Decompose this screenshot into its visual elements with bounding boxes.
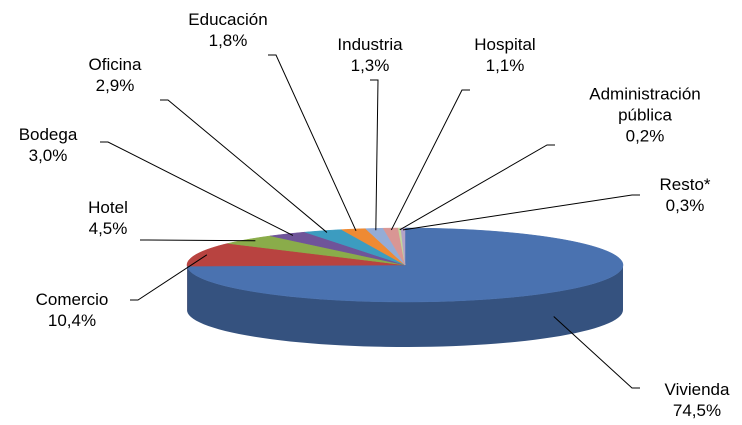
category-label: Resto* bbox=[659, 175, 711, 194]
value-label: 1,8% bbox=[208, 31, 248, 50]
data-label: Resto* 0,3% bbox=[645, 174, 725, 216]
leader-line bbox=[130, 254, 208, 301]
value-label: 1,3% bbox=[350, 56, 390, 75]
slice bbox=[270, 231, 406, 266]
category-label: Oficina bbox=[88, 55, 142, 74]
data-label: Educación 1,8% bbox=[153, 9, 303, 51]
category-label: Hotel bbox=[88, 198, 128, 217]
value-label: 3,0% bbox=[28, 146, 68, 165]
category-label: Educación bbox=[188, 10, 268, 29]
data-label: Comercio 10,4% bbox=[0, 289, 147, 331]
value-label: 0,2% bbox=[625, 126, 665, 146]
value-label: 1,1% bbox=[485, 56, 525, 75]
category-label: Industria bbox=[337, 35, 403, 54]
leader-line bbox=[370, 79, 379, 231]
leader-line bbox=[402, 194, 640, 231]
data-label: Hospital 1,1% bbox=[430, 34, 580, 76]
leader-line bbox=[100, 141, 294, 236]
leader-line bbox=[268, 54, 357, 232]
leader-line bbox=[160, 99, 328, 233]
leader-line bbox=[553, 316, 640, 389]
data-label: Bodega 3,0% bbox=[0, 124, 123, 166]
value-label: 0,3% bbox=[665, 196, 705, 215]
value-label: 2,9% bbox=[95, 76, 135, 95]
category-label: Administración pública bbox=[589, 84, 701, 125]
leader-line bbox=[140, 239, 256, 242]
category-label: Bodega bbox=[18, 125, 78, 144]
value-label: 4,5% bbox=[88, 219, 128, 238]
data-label: Vivienda 74,5% bbox=[622, 379, 742, 421]
slice bbox=[186, 243, 406, 267]
slice bbox=[227, 235, 406, 266]
category-label: Comercio bbox=[35, 290, 109, 309]
slice bbox=[340, 228, 406, 266]
value-label: 74,5% bbox=[672, 401, 722, 420]
data-label: Oficina 2,9% bbox=[40, 54, 190, 96]
category-label: Vivienda bbox=[664, 380, 730, 399]
leader-line bbox=[390, 89, 470, 231]
slice-side bbox=[187, 265, 623, 347]
category-label: Hospital bbox=[474, 35, 536, 54]
data-label: Hotel 4,5% bbox=[33, 197, 183, 239]
value-label: 10,4% bbox=[47, 311, 97, 330]
data-label: Industria 1,3% bbox=[295, 34, 445, 76]
slice bbox=[304, 229, 406, 266]
data-label: Administración pública 0,2% bbox=[580, 84, 710, 147]
leader-line bbox=[399, 144, 555, 231]
